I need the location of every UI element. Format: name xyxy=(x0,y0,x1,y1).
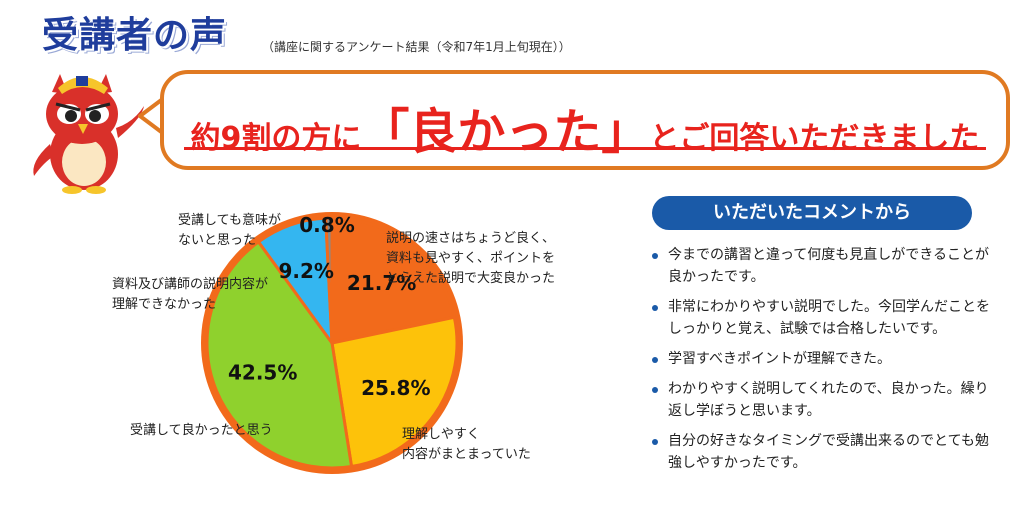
owl-mascot-icon xyxy=(33,74,144,194)
pie-category-label: 理解しやすく xyxy=(402,427,480,442)
pie-value-label: 9.2% xyxy=(278,259,333,283)
pie-category-label: ないと思った xyxy=(178,233,256,248)
comment-text: 今までの講習と違って何度も見直しができることが良かったです。 xyxy=(668,247,990,285)
bullet-dot-icon xyxy=(652,253,658,259)
pie-value-labels: 21.7% 25.8% 42.5% 9.2% 0.8% xyxy=(228,213,431,400)
comment-list: 今までの講習と違って何度も見直しができることが良かったです。 非常にわかりやすい説… xyxy=(650,244,990,482)
pie-slice xyxy=(330,216,457,345)
headline-underline xyxy=(184,147,986,150)
comment-item: 自分の好きなタイミングで受講出来るのでとても勉強しやすかったです。 xyxy=(650,430,990,474)
comment-item: 学習すべきポイントが理解できた。 xyxy=(650,348,990,370)
headline-bubble: 約9割の方に「良かった」とご回答いただきました xyxy=(160,70,1010,170)
pie-slice xyxy=(205,239,354,470)
pie-category-label: 資料及び講師の説明内容が xyxy=(112,276,268,292)
pie-category-labels: 説明の速さはちょうど良く、資料も見やすく、ポイントをとらえた説明で大変良かった理… xyxy=(112,212,555,462)
headline-part1: 約9割の方に xyxy=(190,121,362,156)
pie-category-label: 資料も見やすく、ポイントを xyxy=(386,251,555,266)
comment-item: 非常にわかりやすい説明でした。今回学んだことをしっかりと覚え、試験では合格したい… xyxy=(650,296,990,340)
bullet-dot-icon xyxy=(652,439,658,445)
headline-part2: とご回答いただきました xyxy=(649,121,980,156)
bullet-dot-icon xyxy=(652,387,658,393)
bullet-dot-icon xyxy=(652,305,658,311)
pie-category-label: 受講しても意味が xyxy=(178,212,281,228)
headline-quote: 「良かった」 xyxy=(361,104,650,160)
comment-text: 自分の好きなタイミングで受講出来るのでとても勉強しやすかったです。 xyxy=(668,433,989,471)
headline: 約9割の方に「良かった」とご回答いただきました xyxy=(164,92,1006,162)
comment-item: 今までの講習と違って何度も見直しができることが良かったです。 xyxy=(650,244,990,288)
page-title: 受講者の声 xyxy=(42,15,228,56)
pie-category-label: 理解できなかった xyxy=(112,297,216,312)
comment-item: わかりやすく説明してくれたので、良かった。繰り返し学ぼうと思います。 xyxy=(650,378,990,422)
comment-text: 非常にわかりやすい説明でした。今回学んだことをしっかりと覚え、試験では合格したい… xyxy=(668,299,990,337)
comment-text: わかりやすく説明してくれたので、良かった。繰り返し学ぼうと思います。 xyxy=(668,381,989,419)
survey-subtitle: （講座に関するアンケート結果（令和7年1月上旬現在）） xyxy=(262,40,571,54)
pie-slices xyxy=(201,212,463,474)
bullet-dot-icon xyxy=(652,357,658,363)
pie-slice xyxy=(324,216,334,344)
pie-category-label: 受講して良かったと思う xyxy=(130,422,273,438)
pie-value-label: 0.8% xyxy=(299,213,354,237)
pie-category-label: とらえた説明で大変良かった xyxy=(386,270,555,286)
pie-slice xyxy=(330,315,459,469)
comment-text: 学習すべきポイントが理解できた。 xyxy=(668,351,892,367)
pie-category-label: 説明の速さはちょうど良く、 xyxy=(386,230,555,246)
pie-category-label: 内容がまとまっていた xyxy=(402,446,531,462)
survey-pie-chart: 21.7% 25.8% 42.5% 9.2% 0.8% 説明の速さはちょうど良く、資料も… xyxy=(112,212,555,474)
pie-value-label: 25.8% xyxy=(361,376,430,400)
pie-value-label: 42.5% xyxy=(228,361,297,385)
comments-title: いただいたコメントから xyxy=(652,196,972,230)
pie-value-label: 21.7% xyxy=(347,271,416,295)
